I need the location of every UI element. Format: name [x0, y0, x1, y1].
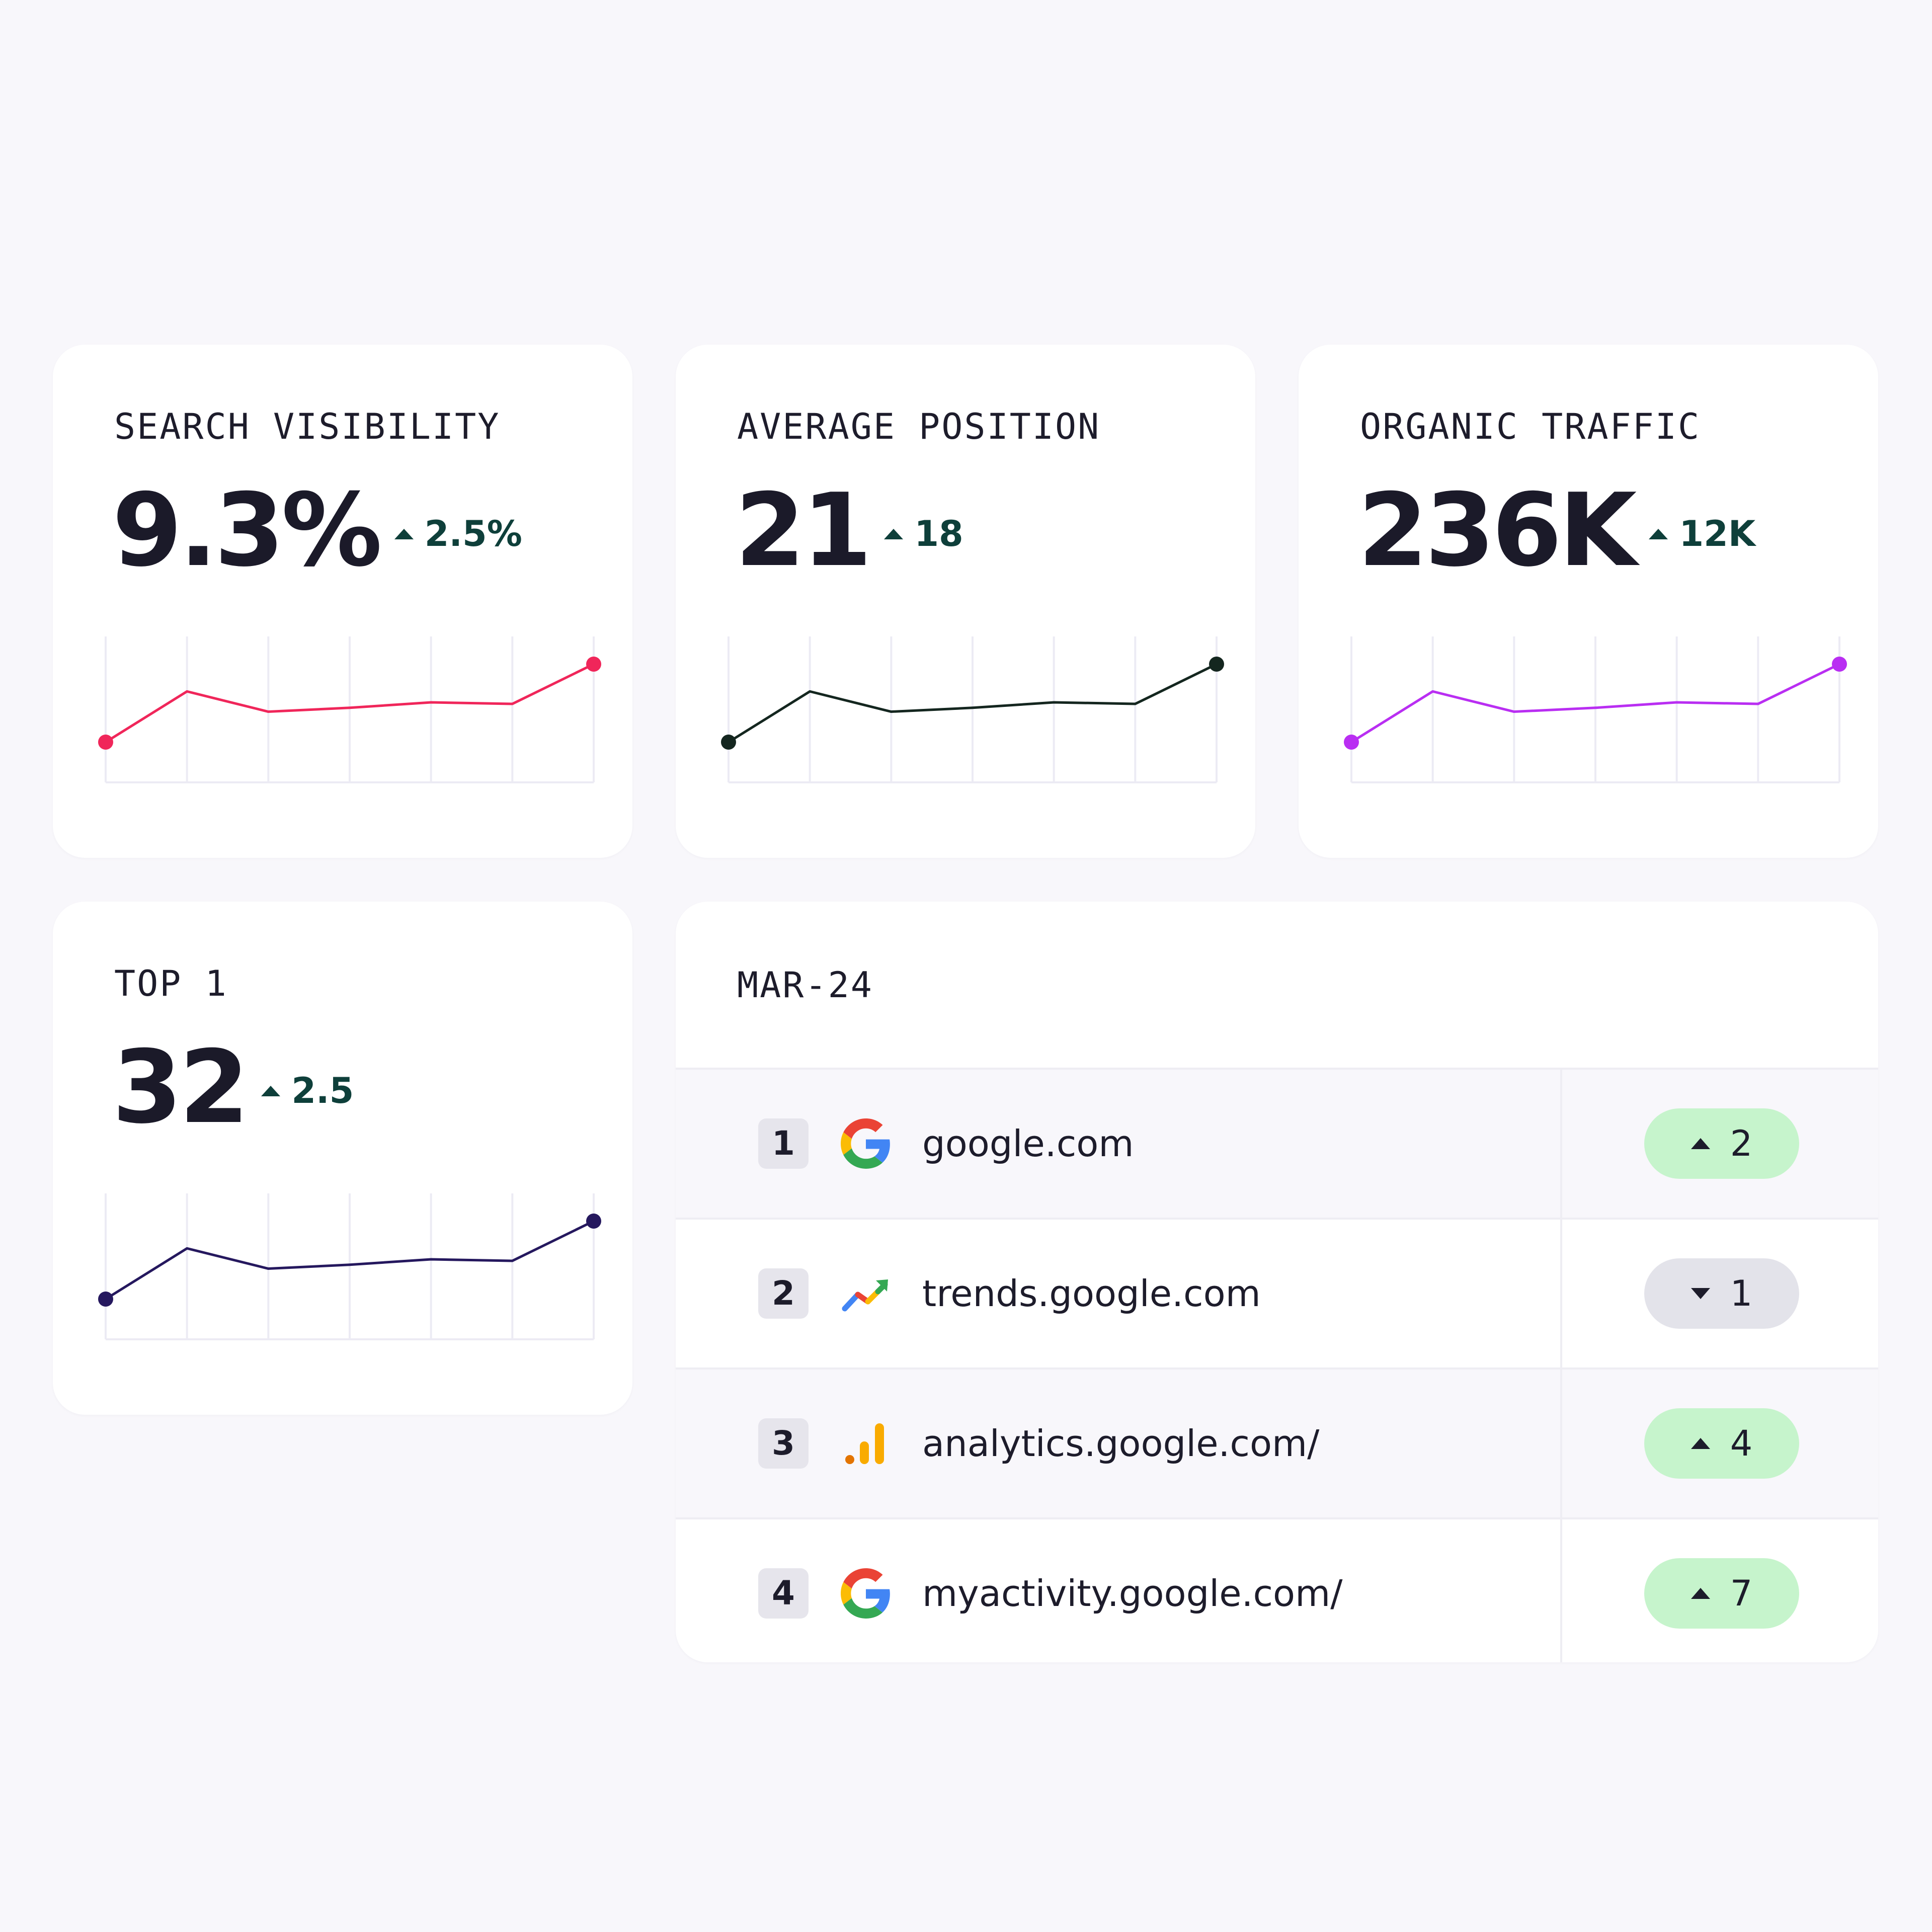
column-divider	[1560, 1220, 1562, 1367]
domain-name: analytics.google.com/	[922, 1422, 1320, 1465]
series-line	[105, 1220, 595, 1301]
rank-number: 1	[758, 1118, 809, 1169]
metric-value: 9.3%	[112, 472, 382, 589]
table-row[interactable]: 4 myactivity.google.com/ 7	[676, 1519, 1878, 1662]
rank-change-badge: 1	[1644, 1258, 1799, 1329]
average-position-card: AVERAGE POSITION 21 18	[676, 345, 1255, 858]
metric-delta: 12K	[1649, 513, 1755, 554]
metric-value: 32	[112, 1029, 249, 1146]
top-1-card: TOP 1 32 2.5	[53, 902, 632, 1415]
rank-number: 3	[758, 1418, 809, 1469]
arrow-up-icon	[1691, 1138, 1710, 1149]
rank-number: 4	[758, 1568, 809, 1619]
start-point	[721, 735, 736, 750]
table-row[interactable]: 2 trends.google.com 1	[676, 1220, 1878, 1370]
metric-delta: 18	[884, 513, 963, 554]
metric-delta: 2.5	[261, 1070, 354, 1111]
metric-value-row: 9.3% 2.5%	[112, 480, 522, 581]
trend-up-icon	[394, 528, 414, 539]
metric-label: AVERAGE POSITION	[737, 406, 1101, 447]
google-g-icon	[841, 1118, 890, 1169]
trend-up-icon	[261, 1085, 281, 1096]
google-analytics-icon	[845, 1423, 884, 1464]
arrow-down-icon	[1691, 1288, 1710, 1299]
metric-delta: 2.5%	[394, 513, 522, 554]
end-point	[586, 657, 601, 672]
column-divider	[1560, 1519, 1562, 1662]
sparkline-chart	[1344, 636, 1847, 783]
column-divider	[1560, 1070, 1562, 1218]
end-point	[1832, 657, 1847, 672]
rank-change-value: 2	[1730, 1123, 1753, 1164]
arrow-up-icon	[1691, 1438, 1710, 1449]
ranking-table: 1 google.com 2 2 trends.	[676, 1068, 1878, 1662]
rank-number: 2	[758, 1268, 809, 1319]
column-divider	[1560, 1370, 1562, 1517]
sparkline-chart	[98, 636, 601, 783]
metric-label: ORGANIC TRAFFIC	[1360, 406, 1701, 447]
domain-name: trends.google.com	[922, 1272, 1261, 1315]
metric-label: TOP 1	[114, 963, 228, 1004]
trend-up-icon	[1649, 528, 1668, 539]
delta-value: 12K	[1679, 513, 1756, 554]
domain-name: myactivity.google.com/	[922, 1572, 1343, 1615]
metric-value-row: 32 2.5	[112, 1037, 354, 1138]
rank-change-badge: 4	[1644, 1408, 1799, 1479]
rank-change-value: 1	[1730, 1273, 1753, 1314]
rank-change-value: 4	[1730, 1423, 1753, 1464]
rank-change-badge: 7	[1644, 1558, 1799, 1629]
metric-label: SEARCH VISIBILITY	[114, 406, 501, 447]
metric-value-row: 236K 12K	[1358, 480, 1755, 581]
sparkline-chart	[98, 1193, 601, 1340]
delta-value: 2.5%	[424, 513, 522, 554]
google-trends-icon	[842, 1279, 888, 1312]
metric-value-row: 21 18	[735, 480, 963, 581]
rank-change-value: 7	[1730, 1573, 1753, 1614]
start-point	[98, 735, 113, 750]
arrow-up-icon	[1691, 1588, 1710, 1599]
organic-traffic-card: ORGANIC TRAFFIC 236K 12K	[1299, 345, 1878, 858]
end-point	[1209, 657, 1224, 672]
sparkline-chart	[721, 636, 1224, 783]
delta-value: 18	[914, 513, 963, 554]
ranking-period-title: MAR-24	[737, 964, 873, 1006]
metric-value: 236K	[1358, 472, 1637, 589]
delta-value: 2.5	[291, 1070, 354, 1111]
start-point	[98, 1292, 113, 1307]
rank-change-badge: 2	[1644, 1108, 1799, 1179]
ranking-table-card: MAR-24 1 google.com 2 2	[676, 902, 1878, 1662]
series-line	[1350, 663, 1840, 744]
metric-value: 21	[735, 472, 872, 589]
google-g-icon	[841, 1568, 890, 1619]
start-point	[1344, 735, 1359, 750]
search-visibility-card: SEARCH VISIBILITY 9.3% 2.5%	[53, 345, 632, 858]
series-line	[105, 663, 595, 744]
domain-name: google.com	[922, 1122, 1134, 1165]
table-row[interactable]: 3 analytics.google.com/ 4	[676, 1370, 1878, 1519]
end-point	[586, 1214, 601, 1229]
trend-up-icon	[884, 528, 904, 539]
table-row[interactable]: 1 google.com 2	[676, 1070, 1878, 1220]
series-line	[728, 663, 1218, 744]
